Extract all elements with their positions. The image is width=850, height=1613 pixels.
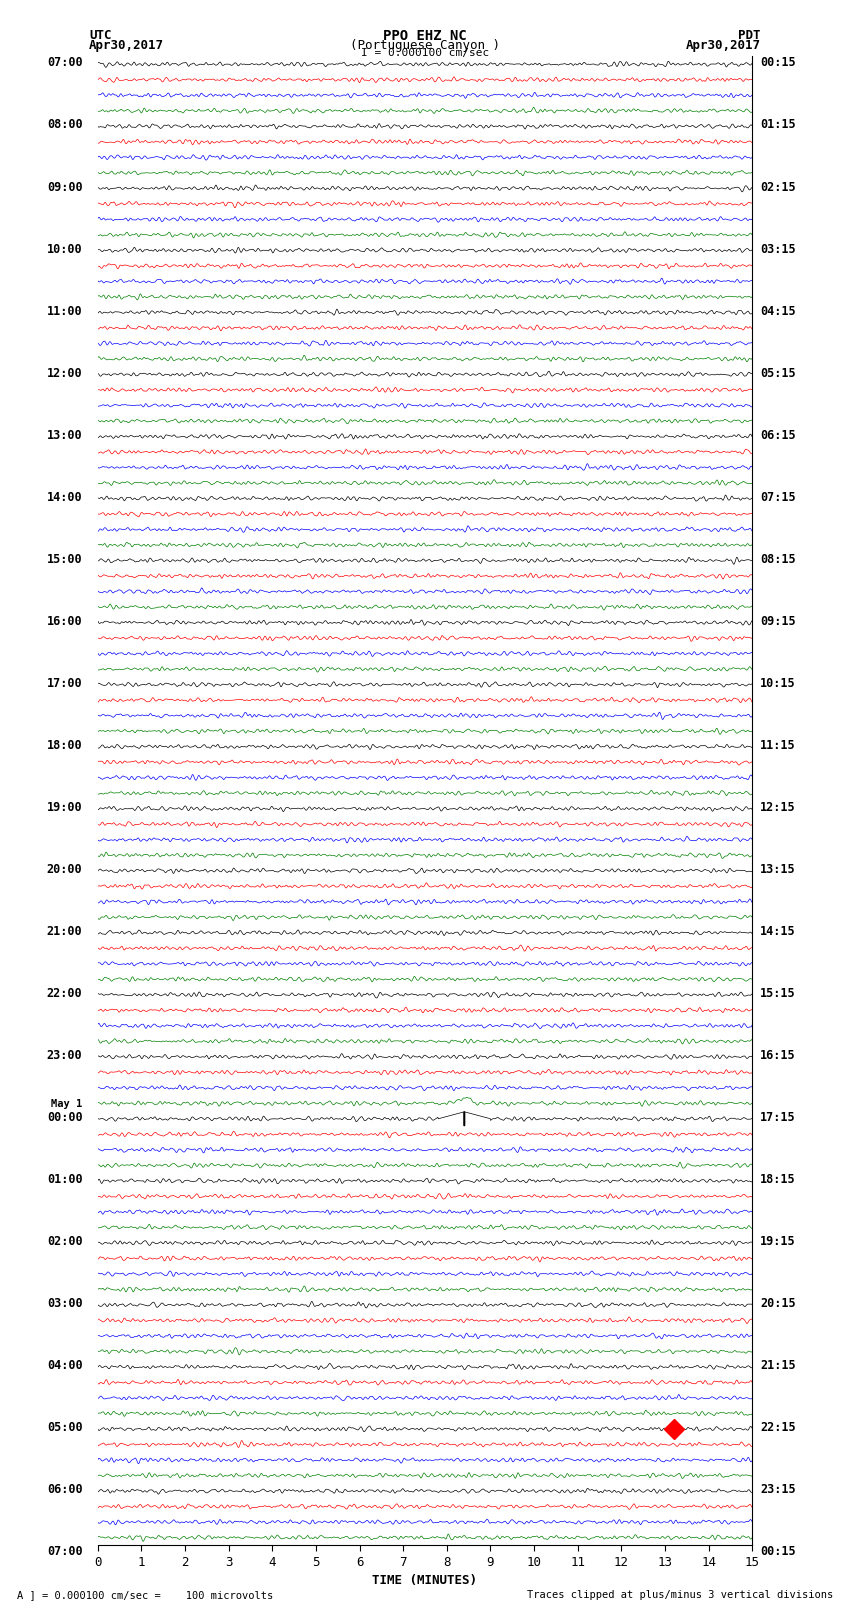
Text: 04:00: 04:00 [47, 1360, 82, 1373]
Text: 10:15: 10:15 [760, 677, 796, 690]
Text: 05:00: 05:00 [47, 1421, 82, 1434]
Text: 00:15: 00:15 [760, 56, 796, 69]
Text: 03:00: 03:00 [47, 1297, 82, 1310]
Text: 21:00: 21:00 [47, 924, 82, 937]
Text: 07:00: 07:00 [47, 56, 82, 69]
Text: 19:15: 19:15 [760, 1236, 796, 1248]
Text: 00:15: 00:15 [760, 1545, 796, 1558]
Text: 13:15: 13:15 [760, 863, 796, 876]
Text: May 1: May 1 [51, 1098, 82, 1108]
Text: 01:00: 01:00 [47, 1173, 82, 1186]
Text: 14:15: 14:15 [760, 924, 796, 937]
Text: 10:00: 10:00 [47, 242, 82, 255]
Text: 22:15: 22:15 [760, 1421, 796, 1434]
Text: 07:15: 07:15 [760, 490, 796, 503]
Text: 23:00: 23:00 [47, 1048, 82, 1061]
Text: Traces clipped at plus/minus 3 vertical divisions: Traces clipped at plus/minus 3 vertical … [527, 1590, 833, 1600]
Text: 09:15: 09:15 [760, 615, 796, 627]
Text: 16:00: 16:00 [47, 615, 82, 627]
Text: Apr30,2017: Apr30,2017 [686, 39, 761, 52]
Text: 14:00: 14:00 [47, 490, 82, 503]
Text: 12:15: 12:15 [760, 802, 796, 815]
Text: 12:00: 12:00 [47, 366, 82, 379]
Text: I = 0.000100 cm/sec: I = 0.000100 cm/sec [361, 48, 489, 58]
Text: 16:15: 16:15 [760, 1048, 796, 1061]
Text: 03:15: 03:15 [760, 242, 796, 255]
Text: 07:00: 07:00 [47, 1545, 82, 1558]
Text: 01:15: 01:15 [760, 118, 796, 132]
Text: 08:15: 08:15 [760, 553, 796, 566]
Text: 22:00: 22:00 [47, 987, 82, 1000]
Text: 18:15: 18:15 [760, 1173, 796, 1186]
Text: 00:00: 00:00 [47, 1111, 82, 1124]
Text: 02:00: 02:00 [47, 1236, 82, 1248]
Text: 02:15: 02:15 [760, 181, 796, 194]
Text: 17:00: 17:00 [47, 677, 82, 690]
Text: 08:00: 08:00 [47, 118, 82, 132]
Text: A ] = 0.000100 cm/sec =    100 microvolts: A ] = 0.000100 cm/sec = 100 microvolts [17, 1590, 273, 1600]
Text: PDT: PDT [739, 29, 761, 42]
Text: 17:15: 17:15 [760, 1111, 796, 1124]
Text: 11:00: 11:00 [47, 305, 82, 318]
Text: PPO EHZ NC: PPO EHZ NC [383, 29, 467, 44]
Text: 21:15: 21:15 [760, 1360, 796, 1373]
Text: 06:00: 06:00 [47, 1484, 82, 1497]
Text: 19:00: 19:00 [47, 802, 82, 815]
Text: 18:00: 18:00 [47, 739, 82, 752]
Text: 05:15: 05:15 [760, 366, 796, 379]
Text: 13:00: 13:00 [47, 429, 82, 442]
Text: 04:15: 04:15 [760, 305, 796, 318]
Text: 09:00: 09:00 [47, 181, 82, 194]
Text: (Portuguese Canyon ): (Portuguese Canyon ) [350, 39, 500, 52]
Text: Apr30,2017: Apr30,2017 [89, 39, 164, 52]
X-axis label: TIME (MINUTES): TIME (MINUTES) [372, 1574, 478, 1587]
Text: 06:15: 06:15 [760, 429, 796, 442]
Text: 15:15: 15:15 [760, 987, 796, 1000]
Text: 11:15: 11:15 [760, 739, 796, 752]
Text: 15:00: 15:00 [47, 553, 82, 566]
Text: UTC: UTC [89, 29, 111, 42]
Text: 20:00: 20:00 [47, 863, 82, 876]
Text: 23:15: 23:15 [760, 1484, 796, 1497]
Text: 20:15: 20:15 [760, 1297, 796, 1310]
